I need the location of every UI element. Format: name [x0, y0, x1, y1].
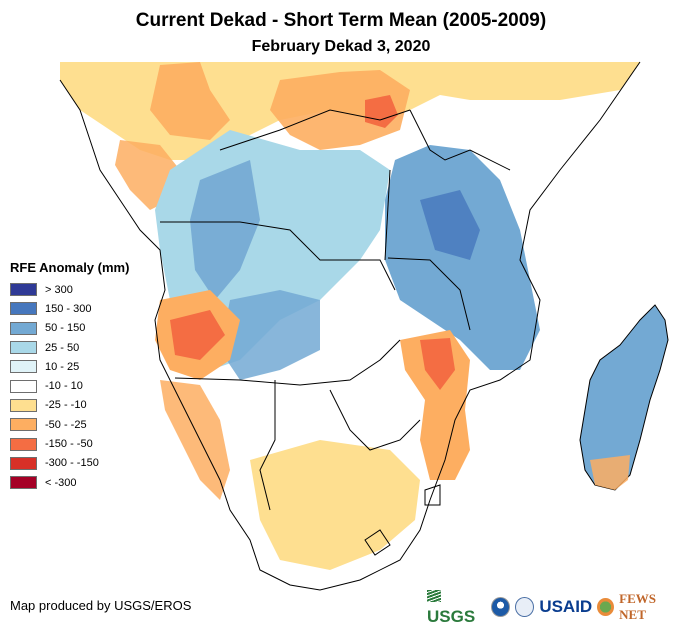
legend-item: -50 - -25: [10, 415, 129, 434]
legend: RFE Anomaly (mm) > 300 150 - 300 50 - 150 2…: [10, 260, 129, 492]
usaid-logo: USAID: [539, 597, 593, 616]
legend-item: 10 - 25: [10, 357, 129, 376]
legend-label: -300 - -150: [45, 457, 99, 470]
wet-region-angola: [220, 290, 320, 380]
legend-swatch: [10, 476, 37, 490]
partner-logos: USGS USAID FEWS NET: [427, 587, 682, 627]
dry-region-namibia: [160, 380, 230, 500]
legend-item: 25 - 50: [10, 338, 129, 357]
legend-label: 150 - 300: [45, 302, 92, 315]
map-title: Current Dekad - Short Term Mean (2005-20…: [135, 10, 547, 31]
wet-region-congo-core: [190, 160, 260, 300]
legend-item: < -300: [10, 473, 129, 492]
legend-swatch: [10, 398, 37, 412]
legend-label: < -300: [45, 476, 77, 489]
dry-region-mozambique-core: [420, 338, 455, 390]
legend-label: > 300: [45, 283, 73, 296]
usgs-text: USGS: [427, 607, 476, 626]
legend-label: 25 - 50: [45, 341, 80, 354]
legend-label: 50 - 150: [45, 322, 86, 335]
legend-swatch: [10, 360, 37, 374]
dry-region-north-strong: [150, 62, 230, 140]
legend-label: -10 - 10: [45, 380, 83, 393]
map-subtitle: February Dekad 3, 2020: [251, 38, 431, 55]
dry-region-south-africa: [250, 440, 420, 570]
legend-swatch: [10, 341, 37, 355]
legend-item: -300 - -150: [10, 454, 129, 473]
legend-item: > 300: [10, 280, 129, 299]
legend-swatch: [10, 283, 37, 297]
madagascar-south-dry: [590, 455, 630, 490]
legend-swatch: [10, 418, 37, 432]
legend-item: -25 - -10: [10, 396, 129, 415]
legend-item: 50 - 150: [10, 319, 129, 338]
wet-region-tanzania-core: [420, 190, 480, 260]
dry-region-car: [270, 70, 410, 150]
usgs-waves-icon: [427, 590, 441, 602]
country-borders: [59, 61, 641, 591]
dry-region-car-core: [365, 95, 398, 128]
credit-text: Map produced by USGS/EROS: [10, 598, 192, 613]
noaa-logo-icon: [491, 597, 511, 617]
legend-swatch: [10, 302, 37, 316]
fews-globe-icon: [597, 598, 615, 616]
legend-label: 10 - 25: [45, 360, 80, 373]
legend-title: RFE Anomaly (mm): [10, 260, 130, 275]
dry-region-angola-core: [170, 310, 225, 360]
legend-label: -25 - -10: [45, 399, 87, 412]
legend-swatch: [10, 437, 37, 451]
usgs-logo: USGS: [427, 587, 486, 627]
legend-swatch: [10, 379, 37, 393]
legend-label: -150 - -50: [45, 438, 93, 451]
legend-swatch: [10, 321, 37, 335]
legend-label: -50 - -25: [45, 418, 87, 431]
fews-net-logo: FEWS NET: [619, 591, 656, 622]
legend-swatch: [10, 456, 37, 470]
legend-item: -10 - 10: [10, 376, 129, 395]
legend-item: 150 - 300: [10, 299, 129, 318]
usaid-seal-icon: [515, 597, 535, 617]
legend-item: -150 - -50: [10, 434, 129, 453]
